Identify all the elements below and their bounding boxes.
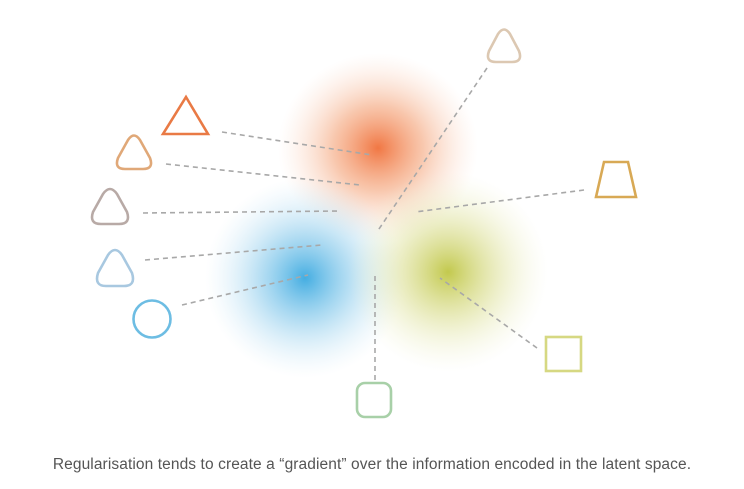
connector-square-yellowgreen [439,277,538,349]
connector-trapezoid-gold [414,189,585,213]
triangle-icon [160,94,211,136]
rounded-triangle-icon [90,187,130,226]
connector-triangle-orange [221,131,373,156]
connector-rounded-triangle-gray [142,210,341,214]
connector-circle-blue [181,274,309,306]
connector-lines [142,67,585,380]
olive-cloud [348,172,548,372]
trapezoid-icon [594,160,638,199]
square-icon [544,335,583,373]
rounded-triangle-icon [486,28,522,64]
connector-rounded-triangle-lightblue [144,244,323,261]
rounded-square-icon [355,381,393,419]
latent-space-diagram [90,28,638,419]
connector-rounded-triangle-tan [165,163,361,186]
connector-rounded-triangle-beige [376,67,488,233]
rounded-triangle-icon [115,134,153,171]
blue-cloud [205,178,405,378]
rounded-triangle-icon [95,248,135,288]
figure-caption: Regularisation tends to create a “gradie… [52,456,692,473]
circle-icon [132,299,172,339]
